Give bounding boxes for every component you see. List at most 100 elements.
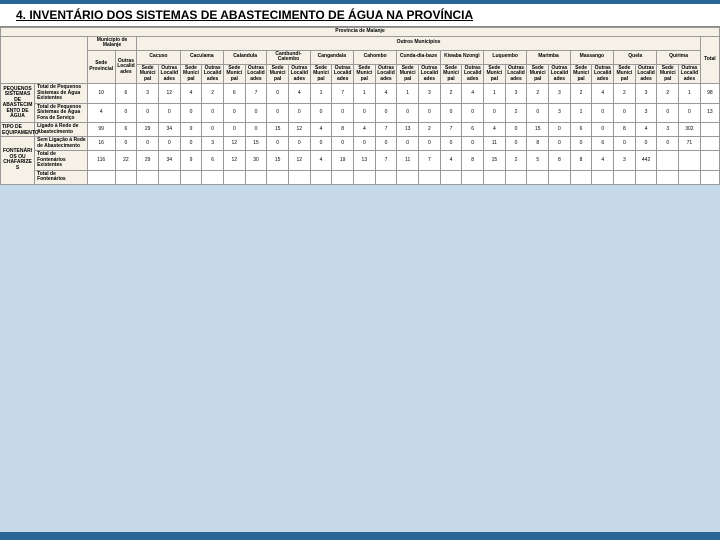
data-cell: 0 — [158, 137, 180, 151]
data-cell: 0 — [223, 103, 245, 123]
data-cell: 15 — [267, 123, 289, 137]
data-cell — [592, 170, 614, 184]
d5: Cahombo — [354, 50, 397, 64]
data-cell: 0 — [570, 137, 592, 151]
data-cell: 0 — [202, 103, 224, 123]
data-cell — [570, 170, 592, 184]
data-cell: 0 — [549, 123, 571, 137]
data-cell: 6 — [202, 151, 224, 171]
data-cell: 2 — [419, 123, 441, 137]
data-cell: 4 — [354, 123, 376, 137]
data-cell: 3 — [549, 103, 571, 123]
data-cell: 0 — [462, 137, 484, 151]
data-cell — [87, 170, 115, 184]
data-cell: 0 — [679, 103, 701, 123]
data-cell: 0 — [202, 123, 224, 137]
data-cell: 4 — [375, 84, 397, 104]
data-cell: 2 — [570, 84, 592, 104]
data-cell: 29 — [137, 123, 159, 137]
data-cell: 0 — [527, 103, 549, 123]
data-cell — [679, 151, 701, 171]
data-cell — [700, 170, 719, 184]
data-cell: 0 — [440, 137, 462, 151]
data-cell: 99 — [87, 123, 115, 137]
data-cell: 0 — [158, 103, 180, 123]
data-cell: 0 — [180, 103, 202, 123]
data-cell: 12 — [288, 151, 310, 171]
data-cell: 1 — [354, 84, 376, 104]
data-cell: 12 — [288, 123, 310, 137]
data-cell: 9 — [180, 123, 202, 137]
subhead-sede: Sede Municipal — [527, 64, 549, 84]
subhead-outras: Outras Localidades — [635, 64, 657, 84]
data-cell: 0 — [354, 137, 376, 151]
data-cell: 8 — [570, 151, 592, 171]
data-cell — [288, 170, 310, 184]
data-cell — [635, 170, 657, 184]
data-cell: 0 — [288, 103, 310, 123]
data-cell: 0 — [223, 123, 245, 137]
data-cell: 7 — [440, 123, 462, 137]
subhead-sede: Sede Municipal — [657, 64, 679, 84]
subhead-outras: Outras Localidades — [419, 64, 441, 84]
data-cell: 9 — [180, 151, 202, 171]
data-cell: 0 — [592, 103, 614, 123]
data-cell: 6 — [223, 84, 245, 104]
row-label: Sem Ligação à Rede de Abastecimento — [35, 137, 88, 151]
data-cell: 0 — [245, 103, 267, 123]
data-cell: 0 — [505, 137, 527, 151]
data-cell: 0 — [549, 137, 571, 151]
data-cell: 0 — [635, 137, 657, 151]
data-cell: 4 — [635, 123, 657, 137]
data-cell: 0 — [245, 123, 267, 137]
subhead-outras: Outras Localidades — [592, 64, 614, 84]
data-cell: 0 — [375, 103, 397, 123]
subhead-sede: Sede Municipal — [484, 64, 506, 84]
data-cell — [419, 170, 441, 184]
row-label: Total de Pequenos Sistemas de Água Fora … — [35, 103, 88, 123]
subhead-sede: Sede Municipal — [354, 64, 376, 84]
data-cell: 71 — [679, 137, 701, 151]
subhead-sede: Sede Municipal — [223, 64, 245, 84]
data-cell: 8 — [462, 151, 484, 171]
data-cell: 0 — [397, 103, 419, 123]
data-cell — [158, 170, 180, 184]
data-cell: 0 — [310, 103, 332, 123]
data-cell — [202, 170, 224, 184]
data-cell: 2 — [657, 84, 679, 104]
d2: Calandula — [223, 50, 266, 64]
d6: Cunda-dia-baze — [397, 50, 440, 64]
data-cell — [354, 170, 376, 184]
subhead-sede: Sede Municipal — [614, 64, 636, 84]
row-label: Total de Pequenos Sistemas de Água Exist… — [35, 84, 88, 104]
subhead-outras: Outras Localidades — [375, 64, 397, 84]
data-cell: 1 — [570, 103, 592, 123]
data-cell: 3 — [137, 84, 159, 104]
data-cell: 12 — [223, 151, 245, 171]
subhead-sede: Sede Municipal — [267, 64, 289, 84]
subhead-outras: Outras Localidades — [679, 64, 701, 84]
data-cell — [484, 170, 506, 184]
subhead-outras: Outras Localidades — [332, 64, 354, 84]
row-label: Total de Fontenários — [35, 170, 88, 184]
d1: Caculama — [180, 50, 223, 64]
data-cell: 0 — [657, 137, 679, 151]
data-cell: 0 — [505, 123, 527, 137]
row-label: Ligado à Rede de Abastecimento — [35, 123, 88, 137]
subhead-sede: Sede Municipal — [570, 64, 592, 84]
data-cell: 0 — [354, 103, 376, 123]
data-cell — [375, 170, 397, 184]
data-cell: 0 — [267, 84, 289, 104]
data-cell — [527, 170, 549, 184]
data-cell — [700, 151, 719, 171]
data-cell: 3 — [635, 103, 657, 123]
d10: Massango — [570, 50, 613, 64]
data-cell: 4 — [484, 123, 506, 137]
data-cell: 4 — [592, 84, 614, 104]
data-cell: 8 — [332, 123, 354, 137]
data-cell: 0 — [419, 103, 441, 123]
data-cell: 12 — [158, 84, 180, 104]
province-header: Província de Malanje — [1, 28, 720, 37]
data-cell: 0 — [592, 123, 614, 137]
data-cell: 2 — [527, 84, 549, 104]
